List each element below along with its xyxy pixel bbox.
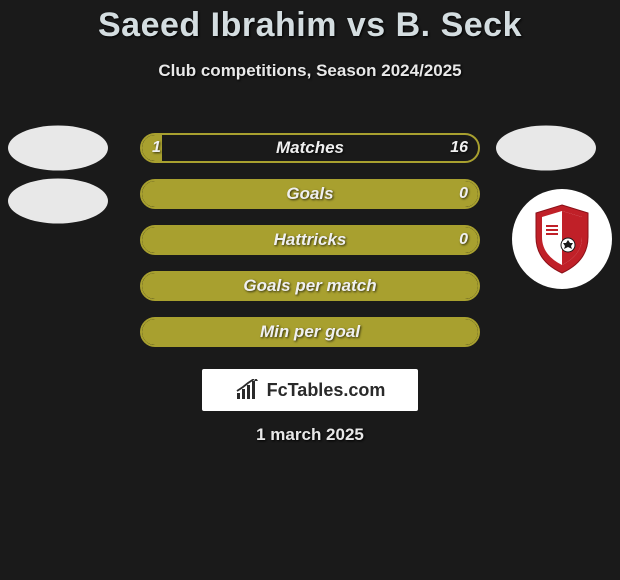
watermark-text: FcTables.com bbox=[267, 380, 386, 401]
watermark: FcTables.com bbox=[202, 369, 418, 411]
stat-label: Hattricks bbox=[142, 230, 478, 250]
stat-right-value: 0 bbox=[459, 185, 468, 203]
chart-icon bbox=[235, 379, 261, 401]
page-title: Saeed Ibrahim vs B. Seck bbox=[0, 0, 620, 45]
player-left-logo bbox=[8, 126, 108, 171]
player-right-logo bbox=[496, 126, 596, 171]
comparison-bars: 1 Matches 16 Goals 0 bbox=[0, 125, 620, 355]
stat-bar-matches: 1 Matches 16 bbox=[140, 133, 480, 163]
stat-label: Goals bbox=[142, 184, 478, 204]
stat-row: Goals 0 bbox=[0, 171, 620, 217]
stat-bar-hattricks: Hattricks 0 bbox=[140, 225, 480, 255]
stat-row: 1 Matches 16 bbox=[0, 125, 620, 171]
stat-label: Matches bbox=[142, 138, 478, 158]
stat-label: Goals per match bbox=[142, 276, 478, 296]
subtitle: Club competitions, Season 2024/2025 bbox=[0, 61, 620, 81]
stat-label: Min per goal bbox=[142, 322, 478, 342]
stat-bar-mpg: Min per goal bbox=[140, 317, 480, 347]
chart-date: 1 march 2025 bbox=[0, 425, 620, 445]
stat-right-value: 0 bbox=[459, 231, 468, 249]
stat-bar-gpm: Goals per match bbox=[140, 271, 480, 301]
stat-row: Goals per match bbox=[0, 263, 620, 309]
stat-row: Min per goal bbox=[0, 309, 620, 355]
stat-row: Hattricks 0 bbox=[0, 217, 620, 263]
stat-bar-goals: Goals 0 bbox=[140, 179, 480, 209]
stat-right-value: 16 bbox=[450, 139, 468, 157]
